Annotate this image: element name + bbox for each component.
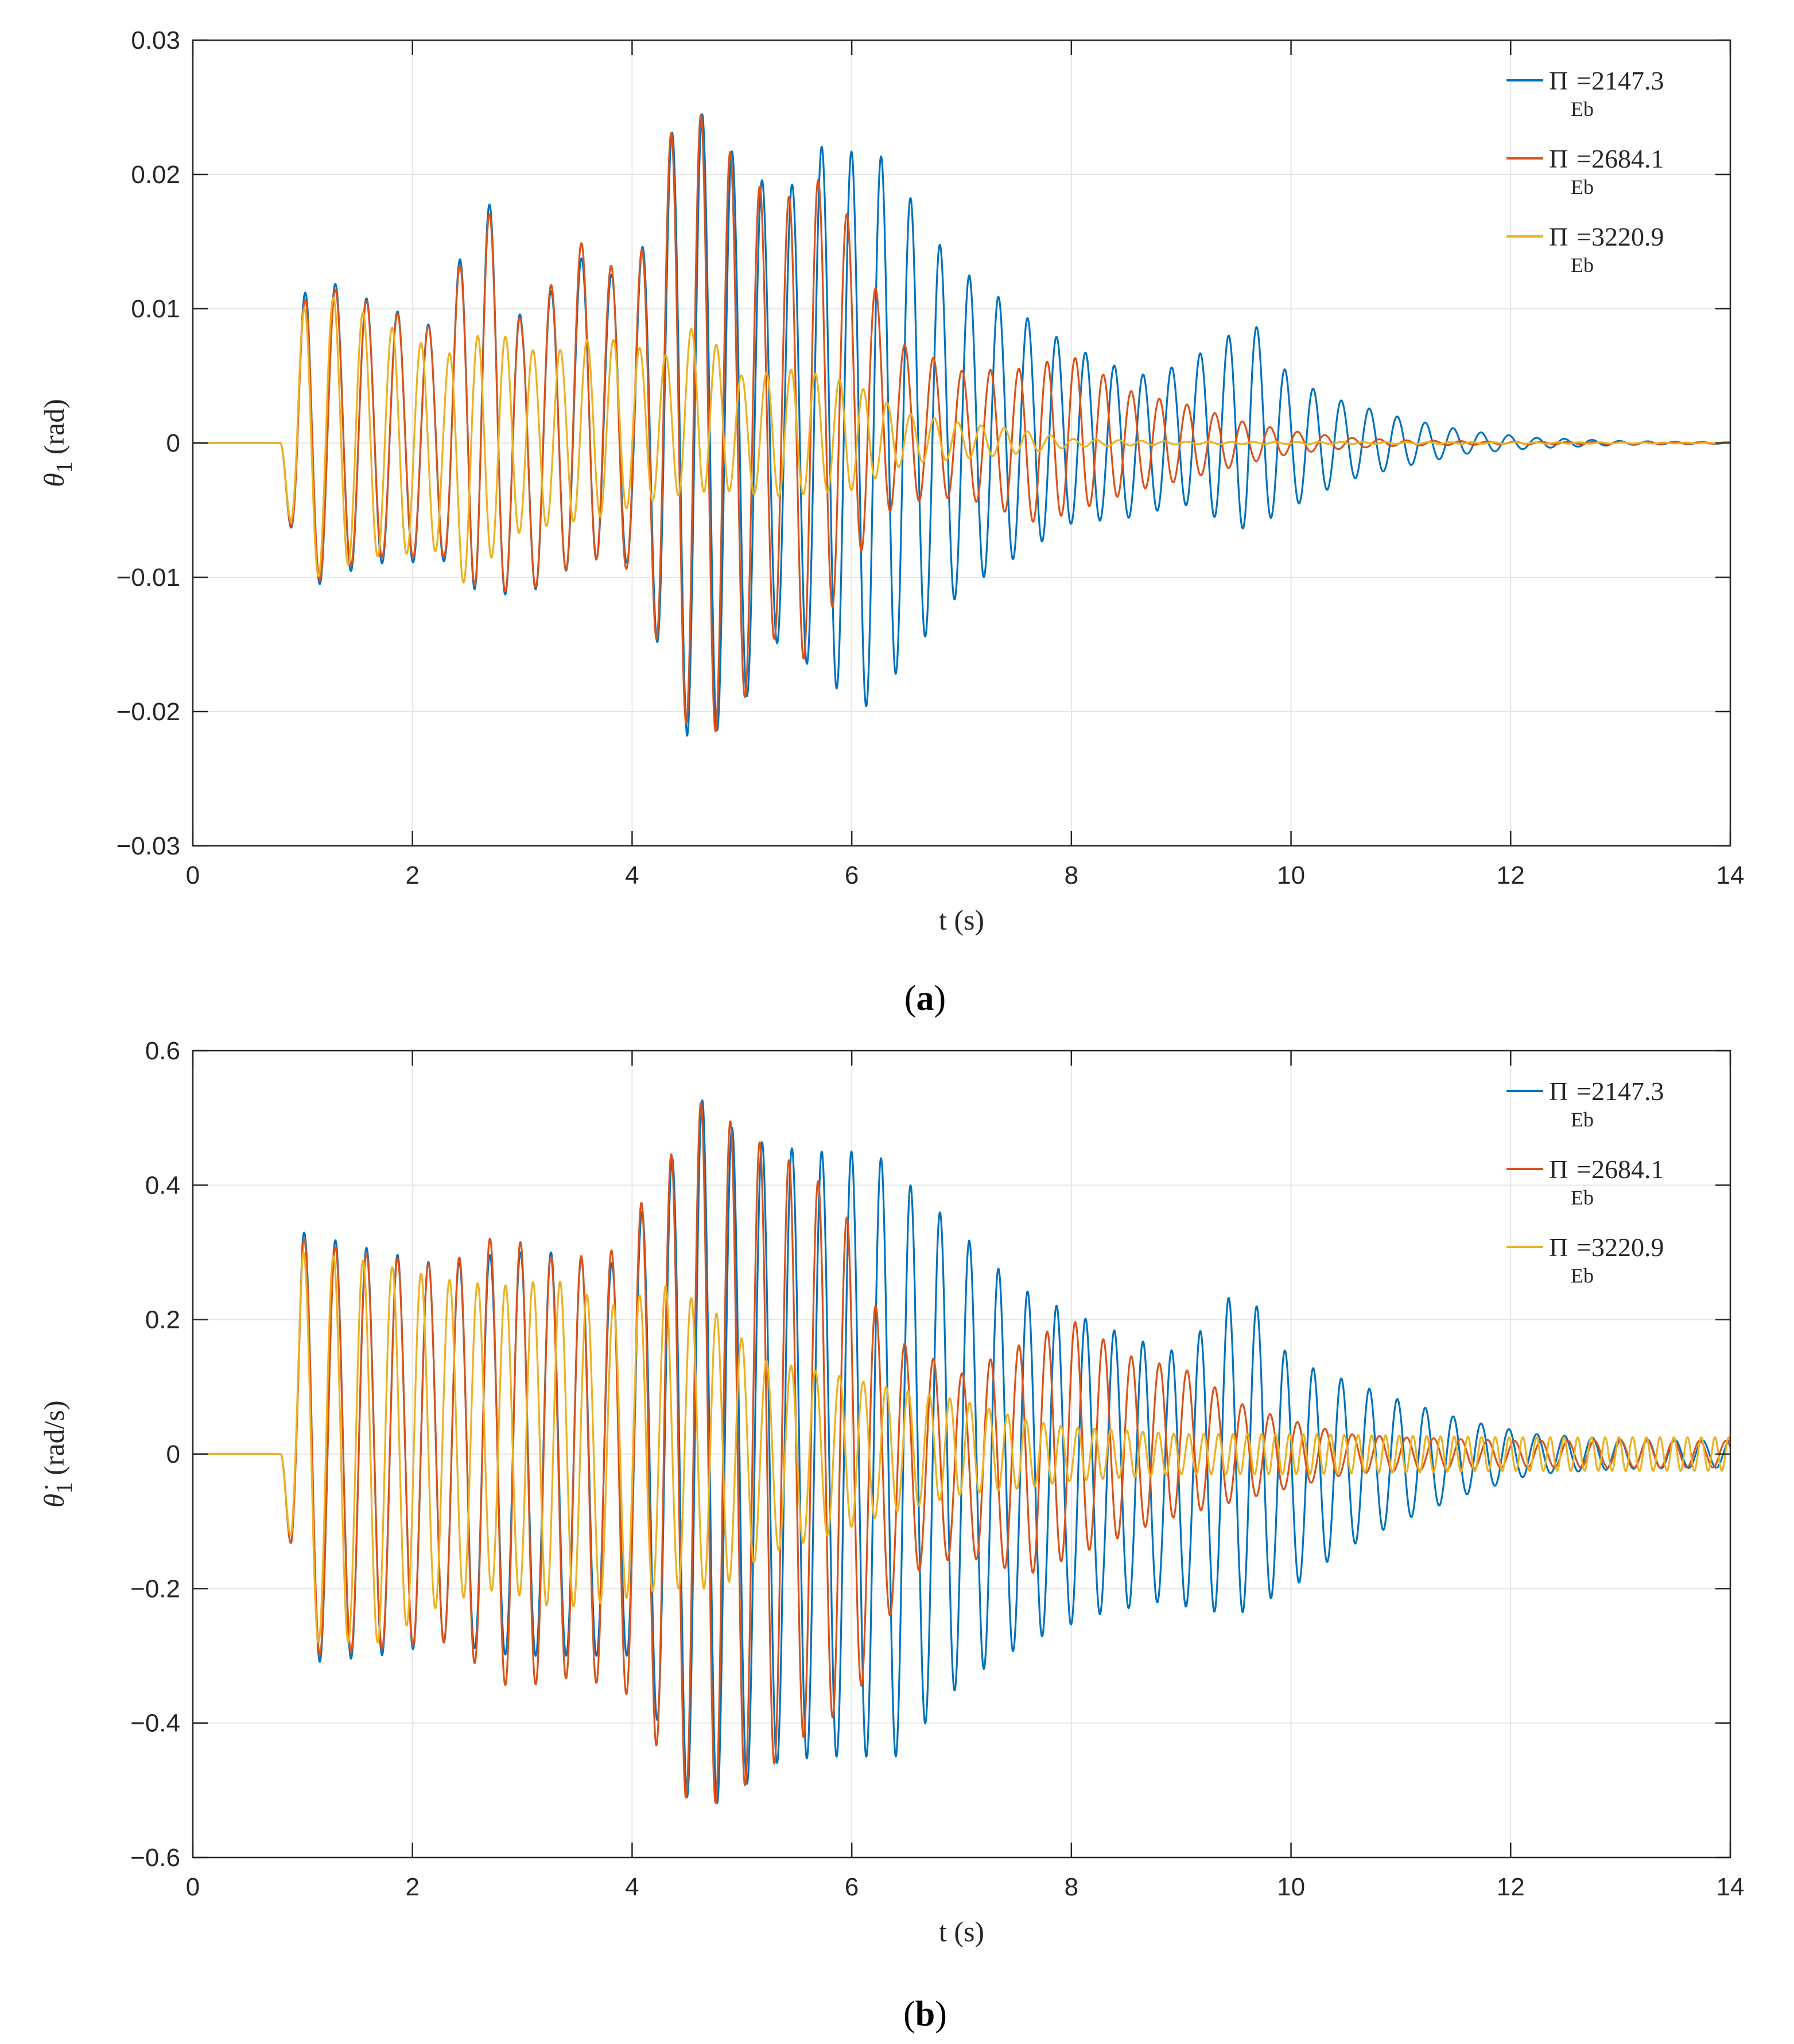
x-tick-label: 4 bbox=[625, 861, 639, 889]
y-tick-label: 0.03 bbox=[131, 26, 180, 55]
series-line-3 bbox=[193, 1252, 1730, 1643]
series-line-3 bbox=[193, 296, 1730, 584]
legend-value-3: =3220.9 bbox=[1576, 222, 1664, 251]
legend-label-3: Π bbox=[1549, 222, 1568, 251]
y-tick-label: 0.01 bbox=[131, 295, 180, 323]
legend-label-1: Π bbox=[1549, 66, 1568, 95]
legend-label-1: Π bbox=[1549, 1077, 1568, 1106]
legend-value-1: =2147.3 bbox=[1576, 1077, 1664, 1106]
y-tick-label: 0 bbox=[166, 1440, 180, 1468]
x-tick-label: 10 bbox=[1277, 1873, 1305, 1901]
legend-label-2: Π bbox=[1549, 1155, 1568, 1184]
x-tick-label: 12 bbox=[1497, 861, 1525, 889]
x-tick-label: 6 bbox=[845, 861, 859, 889]
x-tick-label: 12 bbox=[1497, 1873, 1525, 1901]
chart-b: 0 2 4 6 8 10 12 14 −0.6 −0.4 −0.2 0 0.2 0.4 0.6 t (s) θ̇… bbox=[38, 1037, 1744, 2034]
x-tick-label: 2 bbox=[405, 861, 419, 889]
y-tick-label: −0.4 bbox=[130, 1709, 180, 1738]
x-axis-label: t (s) bbox=[939, 1915, 984, 1948]
legend-sub-3: Eb bbox=[1571, 254, 1594, 277]
y-tick-label: −0.01 bbox=[117, 564, 180, 592]
x-tick-label: 10 bbox=[1277, 861, 1305, 889]
x-axis-label: t (s) bbox=[939, 904, 984, 936]
y-tick-label: −0.6 bbox=[130, 1844, 180, 1872]
series-group bbox=[193, 113, 1730, 737]
y-tick-label: 0.4 bbox=[145, 1171, 180, 1199]
y-tick-label: −0.2 bbox=[130, 1575, 180, 1603]
y-tick-label: 0 bbox=[166, 429, 180, 457]
y-tick-label: −0.02 bbox=[117, 698, 180, 726]
legend-sub-1: Eb bbox=[1571, 1108, 1594, 1131]
x-tick-label: 0 bbox=[186, 1873, 200, 1901]
x-tick-label: 2 bbox=[405, 1873, 419, 1901]
x-tick-label: 8 bbox=[1065, 1873, 1078, 1901]
legend-label-2: Π bbox=[1549, 144, 1568, 173]
legend-value-3: =3220.9 bbox=[1576, 1233, 1664, 1262]
y-tick-label: 0.2 bbox=[145, 1306, 180, 1334]
x-tick-label: 14 bbox=[1717, 861, 1745, 889]
series-group bbox=[193, 1099, 1730, 1804]
legend-sub-3: Eb bbox=[1571, 1264, 1594, 1287]
x-tick-label: 4 bbox=[625, 1873, 639, 1901]
caption-a: (a) bbox=[904, 979, 946, 1018]
legend-value-2: =2684.1 bbox=[1576, 144, 1664, 173]
y-tick-label: 0.02 bbox=[131, 161, 180, 189]
y-axis-label: θ̇1(rad/s) bbox=[38, 1400, 77, 1507]
legend-sub-1: Eb bbox=[1571, 98, 1594, 121]
y-axis-label: θ1(rad) bbox=[38, 399, 77, 487]
legend-value-1: =2147.3 bbox=[1576, 66, 1664, 95]
y-tick-label: −0.03 bbox=[117, 832, 180, 860]
x-tick-label: 6 bbox=[845, 1873, 859, 1901]
x-tick-label: 8 bbox=[1065, 861, 1078, 889]
caption-b: (b) bbox=[903, 1995, 947, 2034]
chart-a: 0 2 4 6 8 10 12 14 −0.03 −0.02 −0.01 0 0.01 0.02 0.03 t… bbox=[38, 26, 1744, 1018]
legend-value-2: =2684.1 bbox=[1576, 1155, 1664, 1184]
legend-label-3: Π bbox=[1549, 1233, 1568, 1262]
series-line-2 bbox=[193, 114, 1730, 733]
y-tick-label: 0.6 bbox=[145, 1037, 180, 1065]
legend-sub-2: Eb bbox=[1571, 176, 1594, 199]
x-tick-label: 14 bbox=[1717, 1873, 1745, 1901]
legend-sub-2: Eb bbox=[1571, 1186, 1594, 1209]
x-tick-label: 0 bbox=[186, 861, 200, 889]
